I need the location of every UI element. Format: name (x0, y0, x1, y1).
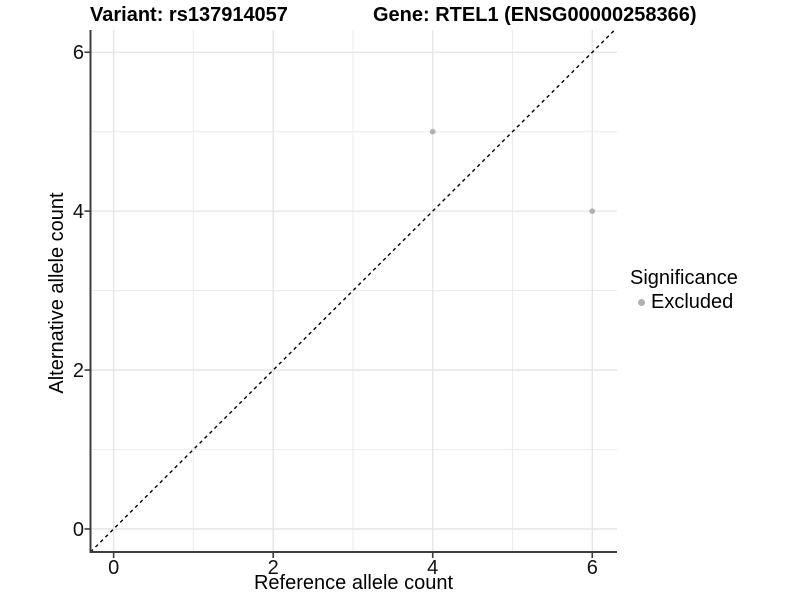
y-tick-label: 0 (73, 519, 84, 541)
y-tick-label: 4 (73, 201, 84, 223)
legend-item-label: Excluded (651, 291, 734, 313)
x-tick-label: 0 (108, 557, 119, 579)
plot-title-gene: Gene: RTEL1 (ENSG00000258366) (373, 4, 697, 26)
data-point (589, 208, 596, 214)
plot-title-variant: Variant: rs137914057 (90, 4, 288, 26)
legend-item-excluded: Excluded (628, 290, 800, 314)
x-tick-label: 4 (427, 557, 438, 579)
legend-point-swatch-icon (638, 298, 645, 306)
y-tick-label: 2 (73, 360, 84, 382)
x-axis-title: Reference allele count (253, 572, 453, 594)
legend-title: Significance (630, 267, 738, 289)
x-tick-label: 2 (268, 557, 279, 579)
x-tick-label: 6 (587, 557, 598, 579)
y-tick-label: 6 (73, 42, 84, 64)
data-point (429, 128, 436, 135)
identity-dashed-line (90, 29, 616, 553)
legend: Significance Excluded (628, 266, 800, 314)
